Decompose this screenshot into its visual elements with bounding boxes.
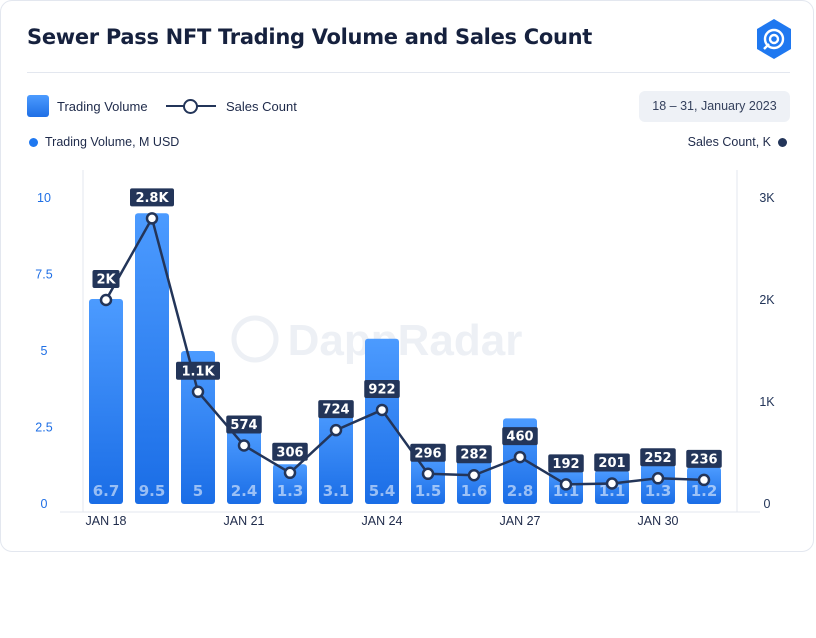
sales-count-point [329,423,343,437]
sales-count-point [421,467,435,481]
sales-value-label: 236 [690,452,717,467]
bar-value-label: 2.4 [231,482,258,500]
trading-volume-bar [181,351,215,504]
date-range-badge: 18 – 31, January 2023 [639,91,790,122]
sales-label-box [226,415,262,434]
x-tick-label: JAN 18 [86,514,127,528]
trading-volume-bar [135,213,169,505]
sales-count-point [375,403,389,417]
sales-value-label: 1.1K [181,364,215,379]
left-tick-label: 0 [41,497,48,511]
sales-label-box [548,454,584,473]
right-axis-title: Sales Count, K [688,135,787,149]
sales-label-box [686,449,722,468]
trading-volume-bar [411,458,445,504]
sales-value-label: 252 [644,451,671,466]
bar-swatch-icon [27,95,49,117]
bar-value-label: 3.1 [323,482,350,500]
chart-plot: DappRadar 0 2.5 5 7.5 10 0 1K 2K 3K JAN 18 JAN 21 JA… [35,170,775,528]
sales-label-box [272,442,308,461]
left-tick-label: 10 [37,191,51,205]
sales-value-label: 2K [96,273,116,288]
sales-label-box [92,270,120,288]
bar-value-label: 1.5 [415,482,442,500]
header-divider [27,72,790,73]
sales-label-box [176,361,220,380]
sales-count-point [559,478,573,491]
x-tick-label: JAN 27 [500,514,541,528]
sales-count-point [99,293,113,307]
left-axis-dot-icon [29,137,38,147]
sales-label-box [364,379,400,398]
sales-label-box [640,448,676,467]
sales-count-point [605,477,619,490]
sales-value-label: 296 [414,446,441,461]
bar-value-label: 1.1 [553,482,580,500]
sales-value-label: 282 [460,448,487,463]
sales-count-point [237,439,251,452]
bar-value-label: 1.1 [599,482,626,500]
sales-count-point [283,466,297,480]
sales-value-label: 460 [506,430,533,445]
sales-value-label: 201 [598,456,625,471]
sales-value-label: 574 [230,418,257,433]
x-tick-label: JAN 30 [638,514,679,528]
bar-value-label: 1.3 [277,482,304,500]
left-axis-title-text: Trading Volume, M USD [45,135,180,149]
watermark-logo-icon [231,315,279,363]
legend-sales-count: Sales Count [166,96,297,116]
bar-value-label: 9.5 [139,482,166,500]
sales-label-box [502,427,538,446]
trading-volume-bar [319,409,353,504]
sales-label-box [318,400,354,419]
bar-value-label: 1.3 [645,482,672,500]
sales-label-box [456,445,492,464]
sales-value-label: 922 [368,382,395,397]
chart-title: Sewer Pass NFT Trading Volume and Sales … [27,25,593,49]
bar-value-label: 1.2 [691,482,718,500]
sales-value-label: 724 [322,403,349,418]
left-tick-label: 7.5 [35,268,52,282]
right-axis-title-text: Sales Count, K [687,135,771,149]
legend-line-label: Sales Count [226,98,297,114]
legend-trading-volume: Trading Volume [27,95,148,117]
sales-value-label: 2.8K [135,191,169,206]
right-tick-label: 2K [759,293,775,307]
watermark-text: DappRadar [288,316,523,365]
right-tick-label: 0 [764,497,771,511]
bar-value-label: 6.7 [93,482,120,500]
sales-count-point [191,385,205,399]
right-tick-label: 1K [759,395,775,409]
left-tick-label: 5 [41,344,48,358]
sales-label-box [410,443,446,462]
sales-count-point [651,472,665,485]
sales-label-box [594,453,630,472]
bar-value-label: 5.4 [369,482,396,500]
trading-volume-bar [273,464,307,504]
left-tick-label: 2.5 [35,421,52,435]
sales-count-line [104,217,705,486]
legend-bar-label: Trading Volume [57,98,148,114]
trading-volume-bar [89,298,123,504]
sales-value-label: 192 [552,457,579,472]
dappradar-logo-icon [757,19,791,59]
right-axis-dot-icon [778,137,787,147]
sales-count-point [697,473,711,487]
sales-value-label: 306 [276,445,303,460]
trading-volume-bar [365,338,399,504]
bar-value-label: 5 [193,482,203,500]
x-tick-label: JAN 24 [362,514,403,528]
x-tick-label: JAN 21 [224,514,265,528]
bar-value-label: 2.8 [507,482,534,500]
sales-label-box [130,188,174,207]
left-axis-title: Trading Volume, M USD [29,135,179,149]
trading-volume-bar [227,430,261,504]
right-tick-label: 3K [759,191,775,205]
line-swatch-icon [166,96,216,116]
sales-count-point [513,450,527,464]
sales-count-point [145,212,159,225]
sales-count-point [467,468,481,482]
bar-value-label: 1.6 [461,482,488,500]
